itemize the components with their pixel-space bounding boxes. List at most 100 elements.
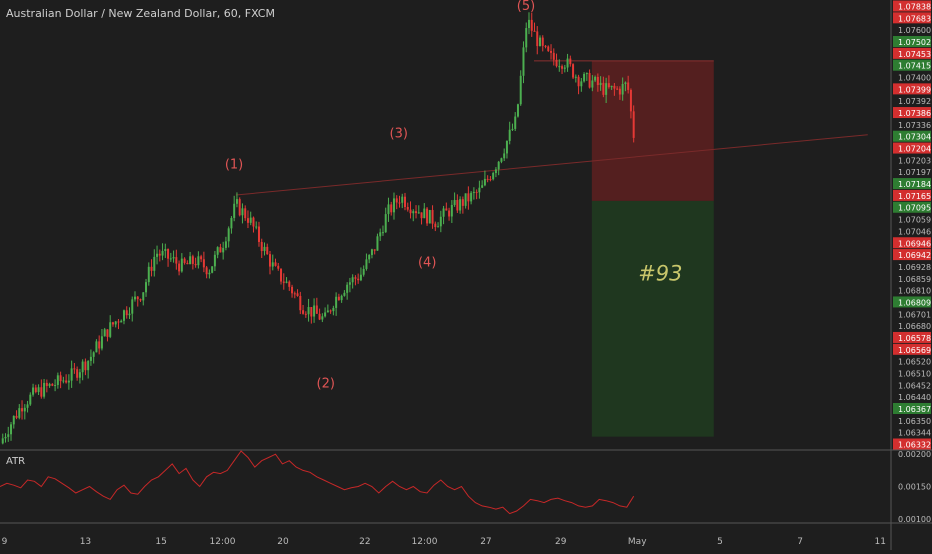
- candle-body: [404, 196, 407, 208]
- candle-body: [475, 191, 478, 193]
- candle-body: [235, 199, 238, 204]
- price-tag-bg: [893, 130, 931, 142]
- candle-body: [585, 73, 588, 75]
- candle-body: [594, 76, 597, 81]
- candle-body: [180, 258, 183, 272]
- candle-body: [125, 310, 128, 316]
- candle-body: [134, 296, 137, 300]
- candle-body: [109, 322, 112, 337]
- candle-body: [257, 226, 260, 242]
- candle-body: [326, 310, 329, 313]
- price-label: 1.07386: [898, 109, 931, 118]
- time-tick-label: 7: [797, 537, 803, 547]
- candle-body: [81, 361, 84, 373]
- price-label: 1.07392: [898, 97, 931, 106]
- candle-body: [84, 361, 87, 371]
- candle-body: [423, 208, 426, 219]
- candle-body: [260, 241, 263, 252]
- candle-body: [202, 259, 205, 268]
- chart-title: Australian Dollar / New Zealand Dollar, …: [6, 7, 275, 20]
- candle-body: [139, 299, 142, 301]
- candle-body: [277, 265, 280, 269]
- candle-body: [346, 284, 349, 293]
- price-label: 1.06809: [898, 298, 931, 307]
- candle-body: [486, 178, 489, 180]
- candle-body: [365, 259, 368, 269]
- price-label: 1.07203: [898, 156, 931, 165]
- price-label: 1.07838: [898, 3, 931, 12]
- candle-body: [437, 226, 440, 228]
- candle-body: [412, 211, 415, 214]
- price-label: 1.06367: [898, 405, 931, 414]
- candle-body: [351, 277, 354, 283]
- candle-body: [150, 266, 153, 271]
- price-tag-bg: [893, 296, 931, 308]
- time-tick-label: 15: [155, 537, 166, 547]
- candle-body: [368, 254, 371, 260]
- candle-body: [572, 64, 575, 78]
- candle-body: [489, 179, 492, 181]
- candle-body: [376, 236, 379, 251]
- candle-body: [10, 424, 13, 435]
- candle-body: [197, 256, 200, 266]
- candle-body: [522, 47, 525, 76]
- price-label: 1.06859: [898, 275, 931, 284]
- price-label: 1.07165: [898, 192, 931, 201]
- candle-body: [59, 375, 62, 382]
- time-tick-label: 20: [277, 537, 289, 547]
- candle-body: [23, 407, 26, 412]
- candle-body: [147, 266, 150, 283]
- candle-body: [4, 436, 7, 439]
- candle-body: [541, 37, 544, 46]
- candle-body: [15, 415, 18, 418]
- candle-body: [313, 305, 316, 317]
- candle-body: [106, 329, 109, 337]
- candle-body: [145, 282, 148, 293]
- candle-body: [357, 278, 360, 281]
- candle-body: [288, 281, 291, 287]
- wave-label-1: (1): [225, 157, 243, 172]
- price-tag-bg: [893, 402, 931, 414]
- candle-body: [299, 295, 302, 311]
- candle-body: [420, 212, 423, 219]
- candle-body: [426, 208, 429, 224]
- price-tag-bg: [893, 438, 931, 450]
- candle-body: [550, 50, 553, 53]
- candle-body: [439, 216, 442, 227]
- candle-body: [62, 380, 65, 382]
- candle-body: [76, 369, 79, 378]
- candle-body: [142, 292, 145, 301]
- candle-body: [211, 266, 214, 273]
- candle-body: [492, 173, 495, 180]
- candle-body: [167, 249, 170, 259]
- trade-annotation: #93: [638, 262, 682, 286]
- price-label: 1.07046: [898, 227, 931, 236]
- price-label: 1.07184: [898, 180, 931, 189]
- candle-body: [348, 282, 351, 285]
- candle-body: [415, 211, 418, 214]
- candle-body: [340, 295, 343, 301]
- wave-label-2: (2): [317, 376, 335, 391]
- price-label: 1.07453: [898, 50, 931, 59]
- candle-body: [78, 372, 81, 378]
- candle-body: [519, 75, 522, 105]
- candle-body: [602, 82, 605, 95]
- price-label: 1.06942: [898, 251, 931, 260]
- candle-body: [472, 191, 475, 193]
- candle-body: [503, 153, 506, 159]
- candle-body: [591, 80, 594, 88]
- price-label: 1.06569: [898, 346, 931, 355]
- candle-body: [310, 307, 313, 317]
- candle-body: [43, 382, 46, 397]
- candle-body: [111, 322, 114, 325]
- candle-body: [627, 82, 630, 90]
- candle-body: [370, 249, 373, 255]
- time-tick-label: May: [628, 537, 647, 547]
- candle-body: [95, 341, 98, 353]
- candle-body: [302, 310, 305, 314]
- candle-body: [307, 307, 310, 315]
- candle-body: [453, 199, 456, 205]
- candle-body: [73, 368, 76, 370]
- candle-body: [103, 329, 106, 337]
